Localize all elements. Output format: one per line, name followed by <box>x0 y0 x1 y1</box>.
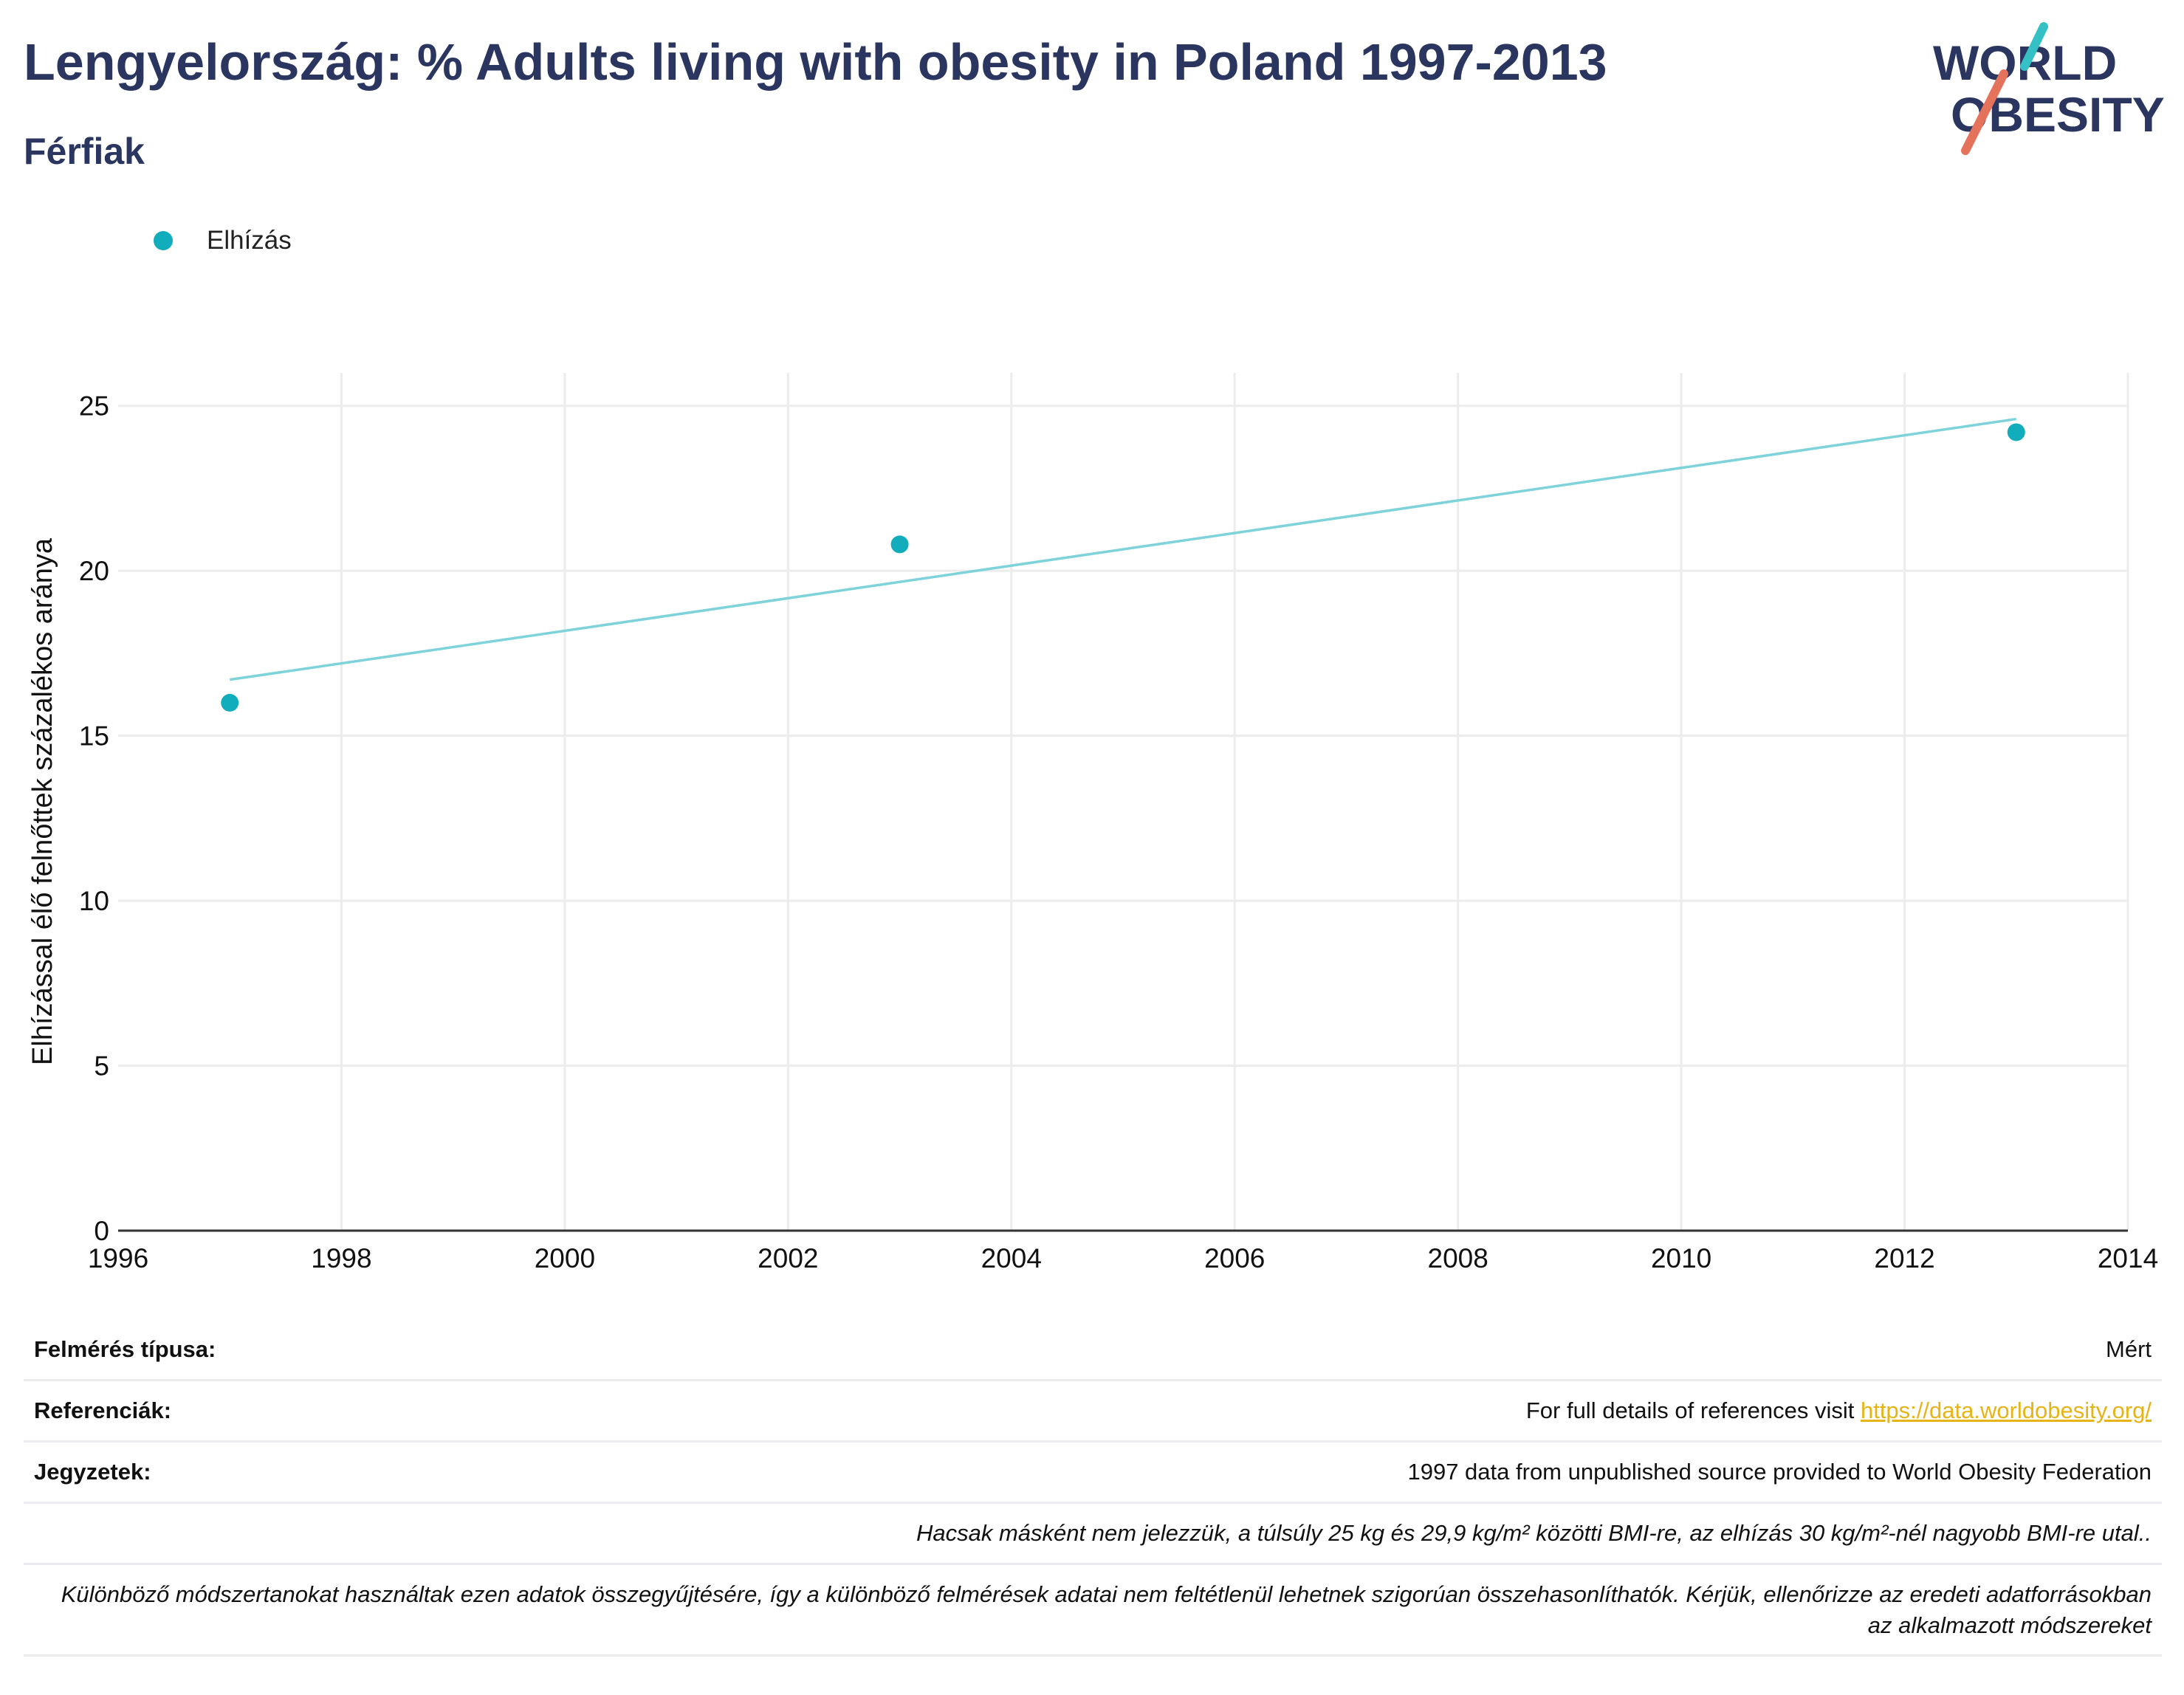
survey-type-label: Felmérés típusa: <box>34 1335 216 1362</box>
y-tick-label: 15 <box>79 721 109 752</box>
y-tick-label: 0 <box>94 1216 109 1246</box>
x-tick-label: 2004 <box>981 1243 1042 1273</box>
scatter-chart: 1996 1998 2000 2002 2004 2006 2008 2010 2012 2014… <box>27 373 2158 1273</box>
trendline <box>229 417 2017 681</box>
references-value: For full details of references visit htt… <box>1526 1397 2152 1424</box>
info-table: Felmérés típusa: Mért Referenciák: For f… <box>24 1319 2162 1657</box>
notes-value: 1997 data from unpublished source provid… <box>1407 1459 2152 1485</box>
x-tick-label: 2006 <box>1204 1243 1265 1273</box>
data-point <box>890 535 909 554</box>
references-link[interactable]: https://data.worldobesity.org/ <box>1860 1397 2152 1423</box>
methods-note-row: Különböző módszertanokat használtak ezen… <box>24 1565 2162 1657</box>
notes-label: Jegyzetek: <box>34 1459 151 1485</box>
x-tick-label: 1998 <box>311 1243 371 1273</box>
survey-type-row: Felmérés típusa: Mért <box>24 1319 2162 1381</box>
references-row: Referenciák: For full details of referen… <box>24 1381 2162 1443</box>
y-tick-label: 5 <box>94 1051 109 1082</box>
x-tick-label: 2000 <box>535 1243 595 1273</box>
notes-row: Jegyzetek: 1997 data from unpublished so… <box>24 1443 2162 1504</box>
logo-slash-teal <box>2020 22 2048 71</box>
x-tick-label: 2010 <box>1651 1243 1711 1273</box>
bmi-note-row: Hacsak másként nem jelezzük, a túlsúly 2… <box>24 1504 2162 1565</box>
survey-type-value: Mért <box>2106 1335 2152 1362</box>
chart-subtitle: Férfiak <box>24 131 145 172</box>
references-label: Referenciák: <box>34 1397 172 1423</box>
bmi-note: Hacsak másként nem jelezzük, a túlsúly 2… <box>916 1520 2152 1546</box>
y-axis-title: Elhízással élő felnőttek százalékos arán… <box>27 537 58 1065</box>
x-tick-label: 2012 <box>1874 1243 1934 1273</box>
legend-marker <box>154 231 173 250</box>
x-tick-label: 2014 <box>2098 1243 2158 1273</box>
x-tick-label: 2008 <box>1428 1243 1488 1273</box>
chart-title: Lengyelország: % Adults living with obes… <box>24 33 1607 91</box>
legend[interactable]: Elhízás <box>154 219 292 263</box>
methods-note: Különböző módszertanokat használtak ezen… <box>61 1581 2152 1638</box>
y-tick-label: 20 <box>79 556 109 586</box>
data-point <box>221 693 239 712</box>
data-point <box>2007 423 2025 441</box>
y-tick-label: 10 <box>79 886 109 916</box>
references-text: For full details of references visit <box>1525 1397 1861 1423</box>
x-tick-label: 1996 <box>88 1243 148 1273</box>
world-obesity-logo: WORLD OBESITY <box>1933 22 2165 155</box>
legend-label: Elhízás <box>207 226 292 255</box>
logo-slash-coral <box>1961 69 2008 155</box>
x-tick-label: 2002 <box>758 1243 818 1273</box>
y-tick-label: 25 <box>79 391 109 422</box>
